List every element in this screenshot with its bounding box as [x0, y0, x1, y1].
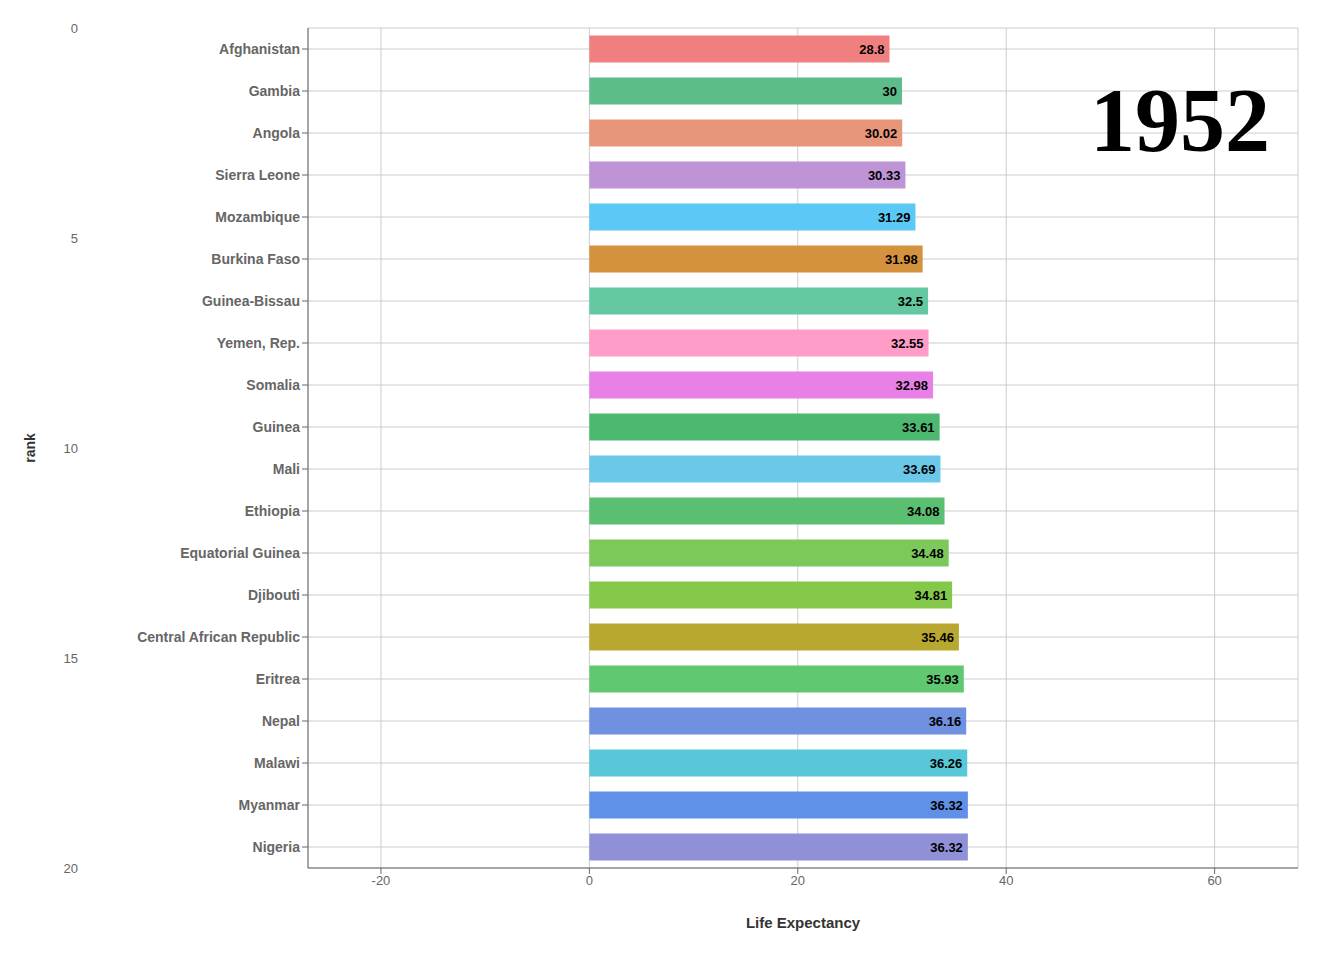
svg-text:35.46: 35.46 [921, 630, 954, 645]
svg-text:Angola: Angola [253, 125, 301, 141]
svg-text:15: 15 [64, 651, 78, 666]
svg-text:34.48: 34.48 [911, 546, 944, 561]
svg-text:20: 20 [64, 861, 78, 876]
svg-text:Djibouti: Djibouti [248, 587, 300, 603]
svg-text:Sierra Leone: Sierra Leone [215, 167, 300, 183]
svg-text:10: 10 [64, 441, 78, 456]
svg-text:30: 30 [883, 84, 897, 99]
svg-text:30.33: 30.33 [868, 168, 901, 183]
svg-text:40: 40 [999, 873, 1013, 888]
svg-text:36.32: 36.32 [930, 840, 963, 855]
svg-text:32.98: 32.98 [896, 378, 929, 393]
svg-text:1952: 1952 [1090, 71, 1270, 170]
svg-text:Myanmar: Myanmar [239, 797, 301, 813]
svg-text:0: 0 [586, 873, 593, 888]
svg-text:36.32: 36.32 [930, 798, 963, 813]
svg-text:30.02: 30.02 [865, 126, 898, 141]
svg-text:Eritrea: Eritrea [256, 671, 301, 687]
svg-text:Mozambique: Mozambique [215, 209, 300, 225]
svg-text:Malawi: Malawi [254, 755, 300, 771]
svg-text:35.93: 35.93 [926, 672, 959, 687]
svg-text:-20: -20 [372, 873, 391, 888]
svg-text:Afghanistan: Afghanistan [219, 41, 300, 57]
svg-text:Central African Republic: Central African Republic [137, 629, 300, 645]
svg-text:Nigeria: Nigeria [253, 839, 301, 855]
svg-text:36.26: 36.26 [930, 756, 963, 771]
svg-text:32.5: 32.5 [898, 294, 923, 309]
svg-text:32.55: 32.55 [891, 336, 924, 351]
svg-text:Ethiopia: Ethiopia [245, 503, 300, 519]
svg-text:Yemen, Rep.: Yemen, Rep. [217, 335, 300, 351]
svg-text:Nepal: Nepal [262, 713, 300, 729]
svg-text:Life Expectancy: Life Expectancy [746, 914, 861, 931]
svg-text:Burkina Faso: Burkina Faso [211, 251, 300, 267]
svg-text:Somalia: Somalia [246, 377, 300, 393]
svg-text:5: 5 [71, 231, 78, 246]
svg-text:Gambia: Gambia [249, 83, 301, 99]
svg-text:Mali: Mali [273, 461, 300, 477]
svg-text:31.29: 31.29 [878, 210, 911, 225]
svg-text:33.61: 33.61 [902, 420, 935, 435]
svg-text:20: 20 [791, 873, 805, 888]
svg-text:28.8: 28.8 [859, 42, 884, 57]
svg-text:36.16: 36.16 [929, 714, 962, 729]
svg-text:31.98: 31.98 [885, 252, 918, 267]
svg-text:0: 0 [71, 21, 78, 36]
svg-text:Guinea: Guinea [253, 419, 301, 435]
svg-text:Equatorial Guinea: Equatorial Guinea [180, 545, 300, 561]
svg-text:Guinea-Bissau: Guinea-Bissau [202, 293, 300, 309]
svg-text:60: 60 [1207, 873, 1221, 888]
svg-text:34.81: 34.81 [915, 588, 948, 603]
svg-text:33.69: 33.69 [903, 462, 936, 477]
svg-text:rank: rank [22, 433, 38, 463]
svg-text:34.08: 34.08 [907, 504, 940, 519]
